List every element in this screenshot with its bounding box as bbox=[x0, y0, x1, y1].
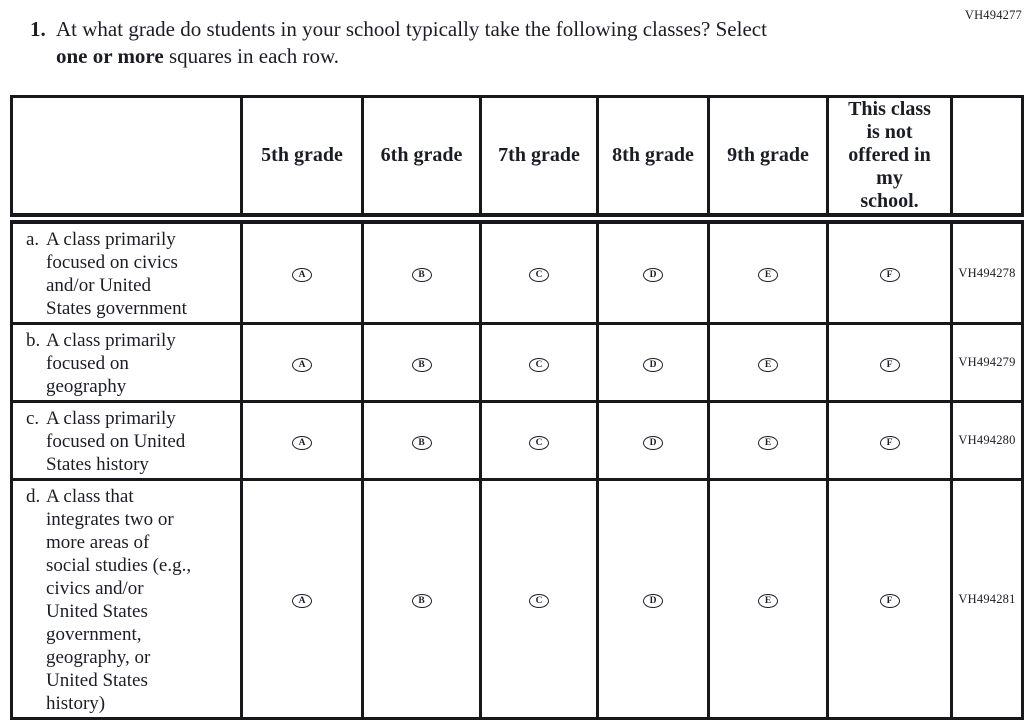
row-a-bubble-C[interactable]: C bbox=[529, 268, 549, 282]
row-a-option-cell-F: F bbox=[826, 217, 953, 325]
table-row-d: d. A class that integrates two or more a… bbox=[10, 478, 1024, 720]
row-b-option-cell-A: A bbox=[240, 322, 364, 403]
row-b-option-cell-D: D bbox=[596, 322, 710, 403]
row-b-label-cell: b. A class primarily focused on geograph… bbox=[10, 322, 243, 403]
question-line2-rest: squares in each row. bbox=[163, 44, 340, 68]
form-code-top-right: VH494277 bbox=[964, 8, 1022, 22]
row-a-label-cell: a. A class primarily focused on civics a… bbox=[10, 217, 243, 325]
row-d-option-cell-B: B bbox=[361, 478, 482, 720]
row-a-option-cell-D: D bbox=[596, 217, 710, 325]
row-c-option-cell-D: D bbox=[596, 400, 710, 481]
row-c-bubble-E[interactable]: E bbox=[758, 435, 778, 450]
header-not-offered: This class is not offered in my school. bbox=[826, 95, 953, 224]
row-a-bubble-A[interactable]: A bbox=[292, 268, 312, 282]
row-c-letter: c. bbox=[26, 408, 40, 429]
header-7th-grade: 7th grade bbox=[479, 95, 599, 224]
row-d-label: A class that integrates two or more area… bbox=[46, 486, 192, 714]
row-c-option-cell-F: F bbox=[826, 400, 953, 481]
row-b-option-cell-F: F bbox=[826, 322, 953, 403]
header-row-label-spacer bbox=[10, 95, 243, 224]
row-c-option-cell-C: C bbox=[479, 400, 599, 481]
row-d-code: VH494281 bbox=[950, 478, 1024, 720]
question-line1: At what grade do students in your school… bbox=[56, 17, 767, 41]
row-d-bubble-B[interactable]: B bbox=[411, 594, 432, 608]
question-1: 1. At what grade do students in your sch… bbox=[30, 16, 930, 70]
row-d-option-cell-C: C bbox=[479, 478, 599, 720]
row-a-bubble-B[interactable]: B bbox=[411, 268, 432, 282]
response-grid-table: 5th grade 6th grade 7th grade 8th grade … bbox=[10, 95, 1024, 720]
header-5th-grade: 5th grade bbox=[240, 95, 364, 224]
row-b-option-cell-C: C bbox=[479, 322, 599, 403]
row-b-bubble-D[interactable]: D bbox=[643, 357, 663, 372]
row-d-bubble-E[interactable]: E bbox=[758, 594, 778, 608]
row-d-label-cell: d. A class that integrates two or more a… bbox=[10, 478, 243, 720]
row-d-option-cell-F: F bbox=[826, 478, 953, 720]
row-d-bubble-D[interactable]: D bbox=[643, 594, 663, 608]
question-number: 1. bbox=[30, 17, 46, 41]
row-a-option-cell-B: B bbox=[361, 217, 482, 325]
row-c-code: VH494280 bbox=[950, 400, 1024, 481]
row-a-bubble-F[interactable]: F bbox=[879, 268, 900, 282]
row-b-letter: b. bbox=[26, 330, 41, 351]
row-c-label-cell: c. A class primarily focused on United S… bbox=[10, 400, 243, 481]
header-row: 5th grade 6th grade 7th grade 8th grade … bbox=[10, 95, 1024, 224]
row-c-option-cell-E: E bbox=[707, 400, 829, 481]
row-c-bubble-C[interactable]: C bbox=[529, 435, 549, 450]
row-d-option-cell-D: D bbox=[596, 478, 710, 720]
row-d-bubble-C[interactable]: C bbox=[529, 594, 549, 608]
header-code-spacer bbox=[950, 95, 1024, 224]
row-b-option-cell-B: B bbox=[361, 322, 482, 403]
row-a-bubble-D[interactable]: D bbox=[643, 268, 663, 282]
row-b-bubble-C[interactable]: C bbox=[529, 357, 549, 372]
row-b-label: A class primarily focused on geography bbox=[46, 330, 176, 397]
row-b-code: VH494279 bbox=[950, 322, 1024, 403]
table-row-a: a. A class primarily focused on civics a… bbox=[10, 217, 1024, 325]
row-d-letter: d. bbox=[26, 486, 41, 507]
row-a-code: VH494278 bbox=[950, 217, 1024, 325]
row-a-letter: a. bbox=[26, 229, 40, 250]
row-a-option-cell-C: C bbox=[479, 217, 599, 325]
question-text: At what grade do students in your school… bbox=[56, 16, 767, 70]
row-c-bubble-F[interactable]: F bbox=[879, 435, 900, 450]
row-c-option-cell-B: B bbox=[361, 400, 482, 481]
row-a-label: A class primarily focused on civics and/… bbox=[46, 229, 187, 319]
row-b-bubble-A[interactable]: A bbox=[292, 357, 312, 372]
header-9th-grade: 9th grade bbox=[707, 95, 829, 224]
row-a-bubble-E[interactable]: E bbox=[758, 268, 778, 282]
header-8th-grade: 8th grade bbox=[596, 95, 710, 224]
header-6th-grade: 6th grade bbox=[361, 95, 482, 224]
table-row-b: b. A class primarily focused on geograph… bbox=[10, 322, 1024, 403]
row-a-option-cell-A: A bbox=[240, 217, 364, 325]
table-row-c: c. A class primarily focused on United S… bbox=[10, 400, 1024, 481]
row-b-bubble-B[interactable]: B bbox=[411, 357, 432, 372]
row-d-bubble-F[interactable]: F bbox=[879, 594, 900, 608]
row-c-bubble-D[interactable]: D bbox=[643, 435, 663, 450]
row-b-bubble-F[interactable]: F bbox=[879, 357, 900, 372]
row-c-bubble-A[interactable]: A bbox=[292, 435, 312, 450]
row-c-bubble-B[interactable]: B bbox=[411, 435, 432, 450]
question-emphasis: one or more bbox=[56, 44, 164, 68]
row-d-bubble-A[interactable]: A bbox=[292, 594, 312, 608]
row-d-option-cell-A: A bbox=[240, 478, 364, 720]
row-d-option-cell-E: E bbox=[707, 478, 829, 720]
row-a-option-cell-E: E bbox=[707, 217, 829, 325]
row-c-label: A class primarily focused on United Stat… bbox=[46, 408, 186, 475]
row-b-bubble-E[interactable]: E bbox=[758, 357, 778, 372]
row-b-option-cell-E: E bbox=[707, 322, 829, 403]
row-c-option-cell-A: A bbox=[240, 400, 364, 481]
